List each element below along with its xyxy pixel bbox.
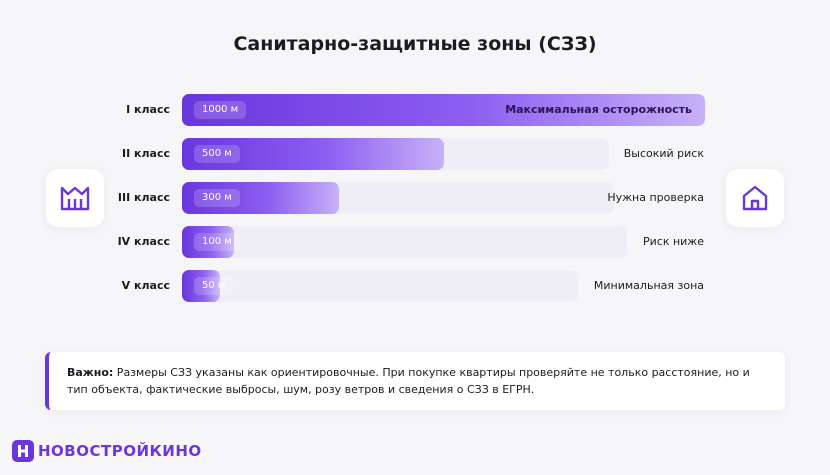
category-label: III класс xyxy=(117,191,170,204)
bar-value-label: 50 м xyxy=(194,277,234,295)
brand: НОВОСТРОЙКИНО xyxy=(12,440,202,462)
bar-value-label: 100 м xyxy=(194,233,240,251)
bar-row: III класс 300 м Нужна проверка xyxy=(0,182,830,214)
bar-row: I класс 1000 м Максимальная осторожность xyxy=(0,94,830,126)
category-label: V класс xyxy=(121,279,170,292)
factory-icon-card xyxy=(46,169,104,227)
factory-icon xyxy=(60,186,90,211)
brand-name: НОВОСТРОЙКИНО xyxy=(38,442,202,460)
bar xyxy=(182,226,235,258)
note-text: Размеры СЗЗ указаны как ориентировочные.… xyxy=(67,366,750,396)
bar-value-label: 300 м xyxy=(194,189,240,207)
bar-row: V класс 50 м Минимальная зона xyxy=(0,270,830,302)
bar-row: II класс 500 м Высокий риск xyxy=(0,138,830,170)
note-label: Важно: xyxy=(67,366,114,379)
bar xyxy=(182,270,220,302)
house-icon-card xyxy=(726,169,784,227)
brand-logo-icon xyxy=(12,440,34,462)
important-note: Важно: Размеры СЗЗ указаны как ориентиро… xyxy=(45,352,785,410)
risk-description: Минимальная зона xyxy=(593,279,704,292)
bar xyxy=(182,94,705,126)
category-label: IV класс xyxy=(117,235,170,248)
risk-description: Нужна проверка xyxy=(607,191,704,204)
risk-description: Максимальная осторожность xyxy=(505,103,692,116)
bar-track xyxy=(182,270,578,302)
risk-description: Риск ниже xyxy=(643,235,704,248)
bar-row: IV класс 100 м Риск ниже xyxy=(0,226,830,258)
bar xyxy=(182,138,444,170)
bar-track xyxy=(182,226,627,258)
house-icon xyxy=(742,185,768,211)
bar-value-label: 1000 м xyxy=(194,101,247,119)
bar-value-label: 500 м xyxy=(194,145,240,163)
category-label: I класс xyxy=(126,103,170,116)
risk-description: Высокий риск xyxy=(623,147,704,160)
category-label: II класс xyxy=(121,147,170,160)
chart-title: Санитарно-защитные зоны (СЗЗ) xyxy=(233,33,597,55)
bar xyxy=(182,182,339,214)
